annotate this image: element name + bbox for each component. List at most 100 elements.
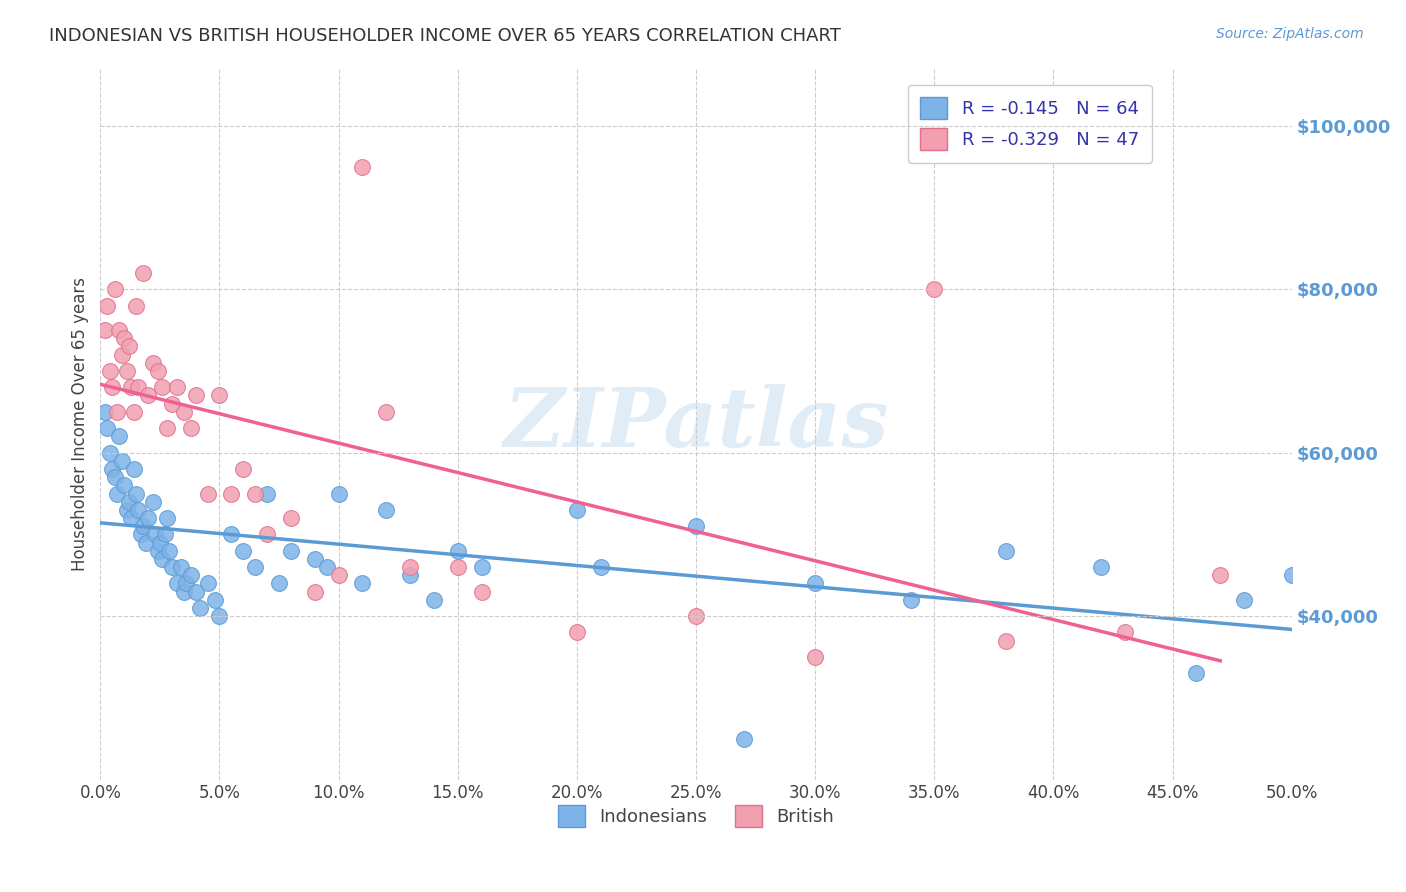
Point bbox=[565, 503, 588, 517]
Point bbox=[208, 609, 231, 624]
Point bbox=[149, 535, 172, 549]
Point bbox=[118, 339, 141, 353]
Point bbox=[447, 560, 470, 574]
Point bbox=[267, 576, 290, 591]
Point bbox=[280, 543, 302, 558]
Point bbox=[375, 405, 398, 419]
Point bbox=[127, 380, 149, 394]
Point bbox=[924, 282, 946, 296]
Legend: Indonesians, British: Indonesians, British bbox=[551, 798, 841, 835]
Point bbox=[135, 535, 157, 549]
Point bbox=[101, 462, 124, 476]
Point bbox=[150, 552, 173, 566]
Point bbox=[304, 552, 326, 566]
Point bbox=[129, 527, 152, 541]
Point bbox=[136, 388, 159, 402]
Point bbox=[685, 609, 707, 624]
Point bbox=[1090, 560, 1112, 574]
Point bbox=[232, 462, 254, 476]
Point bbox=[156, 421, 179, 435]
Point bbox=[150, 380, 173, 394]
Point bbox=[471, 560, 494, 574]
Point bbox=[96, 299, 118, 313]
Point bbox=[180, 568, 202, 582]
Point bbox=[153, 527, 176, 541]
Point bbox=[101, 380, 124, 394]
Point bbox=[589, 560, 612, 574]
Point bbox=[94, 323, 117, 337]
Y-axis label: Householder Income Over 65 years: Householder Income Over 65 years bbox=[72, 277, 89, 571]
Point bbox=[256, 527, 278, 541]
Point bbox=[111, 348, 134, 362]
Point bbox=[125, 486, 148, 500]
Point bbox=[804, 576, 827, 591]
Point bbox=[159, 543, 181, 558]
Point bbox=[197, 576, 219, 591]
Point bbox=[108, 323, 131, 337]
Point bbox=[115, 503, 138, 517]
Point bbox=[120, 380, 142, 394]
Point bbox=[115, 364, 138, 378]
Point bbox=[96, 421, 118, 435]
Point bbox=[565, 625, 588, 640]
Point bbox=[190, 601, 212, 615]
Point bbox=[204, 592, 226, 607]
Point bbox=[1281, 568, 1303, 582]
Point bbox=[111, 454, 134, 468]
Point bbox=[112, 478, 135, 492]
Point bbox=[105, 405, 128, 419]
Point bbox=[245, 486, 267, 500]
Point bbox=[146, 543, 169, 558]
Point bbox=[184, 388, 207, 402]
Point bbox=[685, 519, 707, 533]
Point bbox=[399, 568, 422, 582]
Point bbox=[173, 405, 195, 419]
Point bbox=[245, 560, 267, 574]
Point bbox=[132, 266, 155, 280]
Point bbox=[136, 511, 159, 525]
Point bbox=[304, 584, 326, 599]
Point bbox=[160, 560, 183, 574]
Point bbox=[146, 364, 169, 378]
Point bbox=[174, 576, 197, 591]
Point bbox=[98, 364, 121, 378]
Point bbox=[197, 486, 219, 500]
Point bbox=[180, 421, 202, 435]
Point bbox=[232, 543, 254, 558]
Point bbox=[994, 543, 1017, 558]
Point bbox=[166, 380, 188, 394]
Point bbox=[170, 560, 193, 574]
Point bbox=[256, 486, 278, 500]
Point bbox=[221, 486, 243, 500]
Point bbox=[399, 560, 422, 574]
Point bbox=[804, 650, 827, 665]
Point bbox=[125, 299, 148, 313]
Point bbox=[315, 560, 337, 574]
Point bbox=[120, 511, 142, 525]
Point bbox=[104, 282, 127, 296]
Point bbox=[280, 511, 302, 525]
Point bbox=[328, 486, 350, 500]
Point bbox=[900, 592, 922, 607]
Point bbox=[112, 331, 135, 345]
Point bbox=[173, 584, 195, 599]
Point bbox=[127, 503, 149, 517]
Point bbox=[143, 527, 166, 541]
Point bbox=[1209, 568, 1232, 582]
Point bbox=[352, 160, 374, 174]
Point bbox=[375, 503, 398, 517]
Point bbox=[104, 470, 127, 484]
Point bbox=[94, 405, 117, 419]
Text: INDONESIAN VS BRITISH HOUSEHOLDER INCOME OVER 65 YEARS CORRELATION CHART: INDONESIAN VS BRITISH HOUSEHOLDER INCOME… bbox=[49, 27, 841, 45]
Point bbox=[142, 494, 165, 508]
Point bbox=[221, 527, 243, 541]
Point bbox=[160, 397, 183, 411]
Point bbox=[108, 429, 131, 443]
Point bbox=[447, 543, 470, 558]
Point bbox=[142, 356, 165, 370]
Point bbox=[1114, 625, 1136, 640]
Text: ZIPatlas: ZIPatlas bbox=[503, 384, 889, 464]
Point bbox=[423, 592, 446, 607]
Point bbox=[132, 519, 155, 533]
Point bbox=[1233, 592, 1256, 607]
